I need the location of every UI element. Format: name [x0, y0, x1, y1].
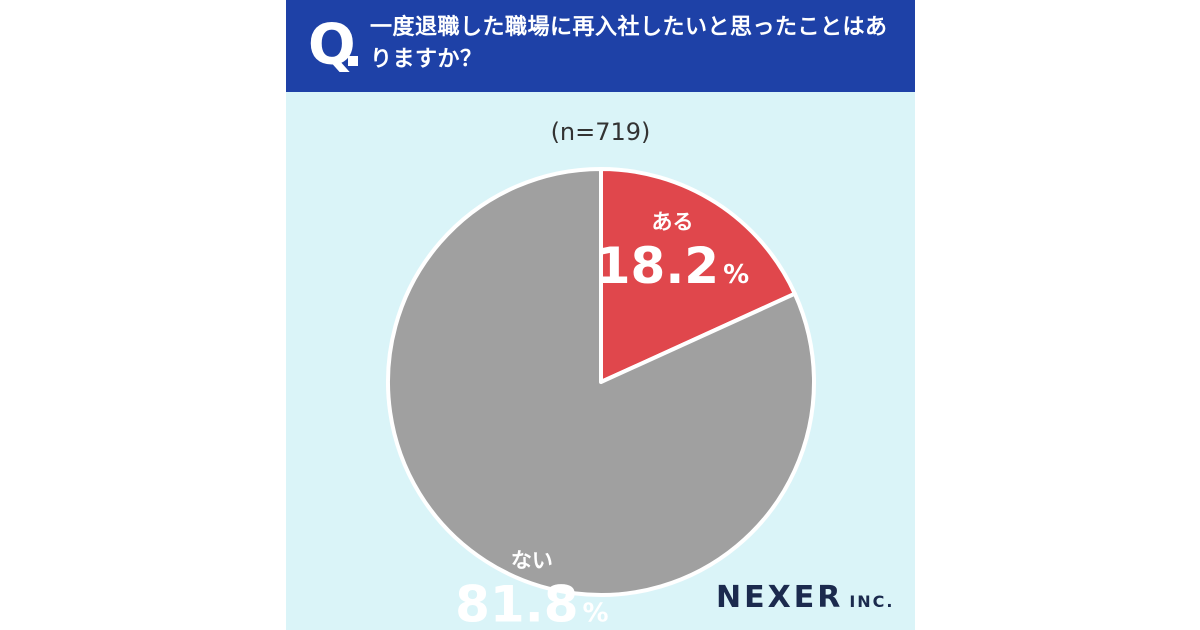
- question-header: Q 一度退職した職場に再入社したいと思ったことはありますか？: [286, 0, 915, 92]
- slice-value-label: 18.2%: [596, 237, 749, 295]
- pie-slice-yes: [599, 167, 797, 384]
- pie-chart: ある 18.2 % ない 81.8%: [386, 167, 816, 630]
- pie-slice-no: [386, 167, 816, 597]
- question-dot: [348, 56, 358, 66]
- question-text: 一度退職した職場に再入社したいと思ったことはありますか？: [370, 15, 888, 72]
- brand-name: NEXER: [716, 580, 844, 615]
- survey-card: Q 一度退職した職場に再入社したいと思ったことはありますか？ (n=719) あ…: [286, 0, 915, 630]
- slice-value-label: 81.8%: [455, 575, 608, 630]
- question-mark: Q: [308, 13, 356, 78]
- slice-category-label: ない: [511, 548, 553, 572]
- brand-suffix: INC.: [849, 592, 895, 611]
- slice-category-label: ある: [651, 210, 693, 234]
- nexer-logo: NEXER INC.: [716, 580, 895, 615]
- sample-size: (n=719): [550, 118, 651, 146]
